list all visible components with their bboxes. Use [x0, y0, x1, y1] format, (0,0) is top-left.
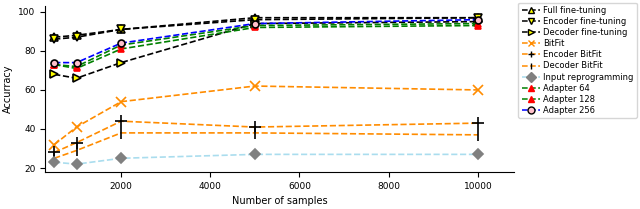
Y-axis label: Accurracy: Accurracy	[3, 65, 13, 113]
X-axis label: Number of samples: Number of samples	[232, 196, 327, 206]
Legend: Full fine-tuning, Encoder fine-tuning, Decoder fine-tuning, BitFit, Encoder BitF: Full fine-tuning, Encoder fine-tuning, D…	[518, 3, 637, 118]
